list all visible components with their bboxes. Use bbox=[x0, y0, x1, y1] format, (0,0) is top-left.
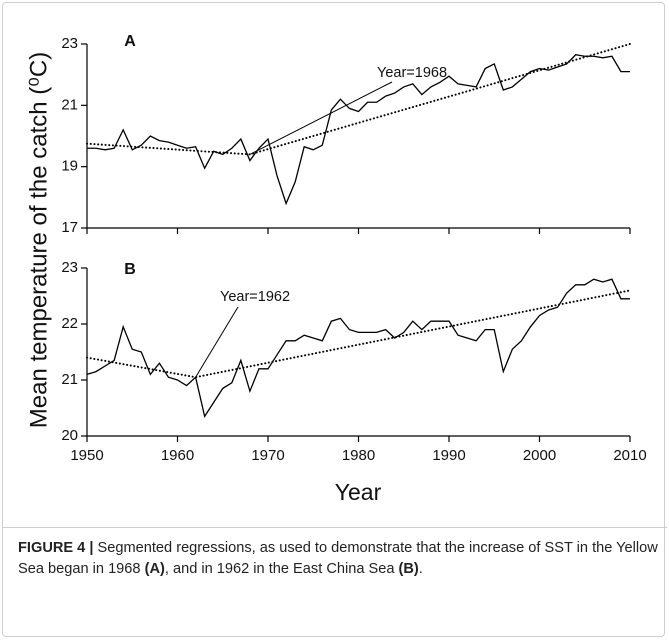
y-tick-label: 20 bbox=[61, 427, 78, 444]
annotation-leader bbox=[249, 81, 393, 155]
y-tick-label: 17 bbox=[61, 219, 78, 236]
caption-text: , and in 1962 in the East China Sea bbox=[164, 561, 399, 577]
annotation-text: Year=1968 bbox=[377, 65, 447, 81]
y-tick-label: 19 bbox=[61, 158, 78, 175]
y-tick-label: 23 bbox=[61, 35, 78, 52]
y-axis-label: Mean temperature of the catch (⁰C) bbox=[25, 52, 52, 428]
separator bbox=[2, 527, 667, 528]
x-tick-label: 1980 bbox=[342, 447, 375, 464]
x-tick-label: 2000 bbox=[523, 447, 556, 464]
caption-text: FIGURE 4 | bbox=[18, 540, 94, 556]
annotation-leader bbox=[195, 306, 239, 378]
caption-text: . bbox=[418, 561, 423, 577]
trend-line bbox=[86, 289, 631, 379]
x-tick-label: 2010 bbox=[613, 447, 646, 464]
x-tick-label: 1960 bbox=[161, 447, 194, 464]
panel-label: B bbox=[124, 261, 136, 278]
y-tick-label: 23 bbox=[61, 259, 78, 276]
x-tick-label: 1950 bbox=[70, 447, 103, 464]
y-tick-label: 21 bbox=[61, 371, 78, 388]
x-axis-label: Year bbox=[335, 479, 382, 505]
data-line bbox=[87, 54, 630, 206]
annotation-text: Year=1962 bbox=[220, 289, 290, 305]
y-tick-label: 22 bbox=[61, 315, 78, 332]
caption-text: Segmented regressions, as used to demons… bbox=[18, 540, 658, 577]
panel-label: A bbox=[124, 33, 136, 50]
data-line bbox=[86, 278, 630, 419]
caption-text: (A) bbox=[144, 561, 165, 577]
caption: FIGURE 4 | Segmented regressions, as use… bbox=[18, 538, 658, 580]
caption-text: (B) bbox=[398, 561, 419, 577]
y-tick-label: 21 bbox=[61, 96, 78, 113]
x-tick-label: 1990 bbox=[432, 447, 465, 464]
x-tick-label: 1970 bbox=[251, 447, 284, 464]
chart: Mean temperature of the catch (⁰C) Year … bbox=[25, 33, 646, 505]
